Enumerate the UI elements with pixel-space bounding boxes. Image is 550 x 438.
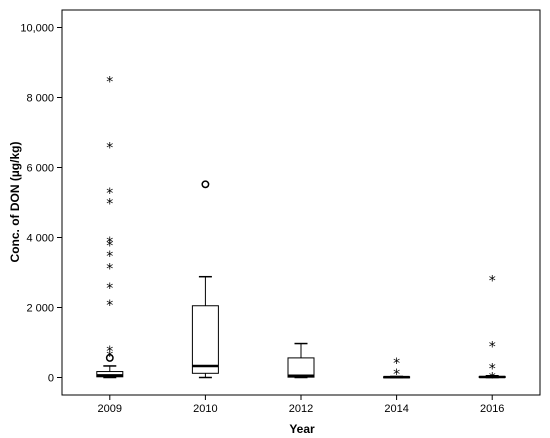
x-tick-label: 2014 <box>384 403 408 415</box>
outlier-star-2016: * <box>489 361 496 377</box>
outlier-circle-2009 <box>105 353 114 362</box>
box-2012 <box>287 342 315 379</box>
y-axis: 0 2 000 4 000 6 000 8 000 10,000 <box>20 23 62 385</box>
box-iqr <box>287 357 315 378</box>
outlier-star-2009: * <box>106 261 113 277</box>
boxes-layer <box>96 275 506 379</box>
box-2016 <box>478 375 506 379</box>
outlier-star-2009: * <box>106 197 113 213</box>
y-tick-label: 4 000 <box>26 233 54 245</box>
y-tick-label: 8 000 <box>26 93 54 105</box>
outlier-star-2009: * <box>106 235 113 251</box>
y-tick-label: 10,000 <box>20 23 54 35</box>
outlier-star-2014: * <box>393 356 400 372</box>
outlier-star-2016: * <box>489 370 496 386</box>
outlier-star-2009: * <box>106 249 113 265</box>
box-iqr <box>191 305 219 374</box>
x-tick-label: 2010 <box>193 403 217 415</box>
y-tick-label: 2 000 <box>26 303 54 315</box>
outlier-star-2014: * <box>393 367 400 383</box>
y-tick-label: 6 000 <box>26 163 54 175</box>
outlier-star-2016: * <box>489 339 496 355</box>
outlier-star-2009: * <box>106 281 113 297</box>
outlier-star-2009: * <box>106 186 113 202</box>
outlier-star-2016: * <box>489 274 496 290</box>
x-axis-title: Year <box>289 422 315 436</box>
x-tick-label: 2009 <box>98 403 122 415</box>
x-tick-label: 2016 <box>480 403 504 415</box>
outlier-star-2009: * <box>106 298 113 314</box>
box-2010 <box>191 275 219 379</box>
x-axis: 2009 2010 2012 2014 2016 <box>98 395 504 415</box>
outlier-star-2009: * <box>106 141 113 157</box>
box-2009 <box>96 365 124 379</box>
y-tick-label: 0 <box>48 373 54 385</box>
outlier-circle-2010 <box>201 180 210 189</box>
x-tick-label: 2012 <box>289 403 313 415</box>
outlier-star-2009: * <box>106 344 113 360</box>
y-axis-title: Conc. of DON (µg/kg) <box>8 142 22 263</box>
outlier-star-2009: * <box>106 75 113 91</box>
outliers-layer: ****************** <box>105 75 496 386</box>
box-2014 <box>383 375 411 379</box>
outlier-star-2009: * <box>106 239 113 255</box>
plot-area <box>61 9 541 396</box>
outlier-star-2009: * <box>106 349 113 365</box>
